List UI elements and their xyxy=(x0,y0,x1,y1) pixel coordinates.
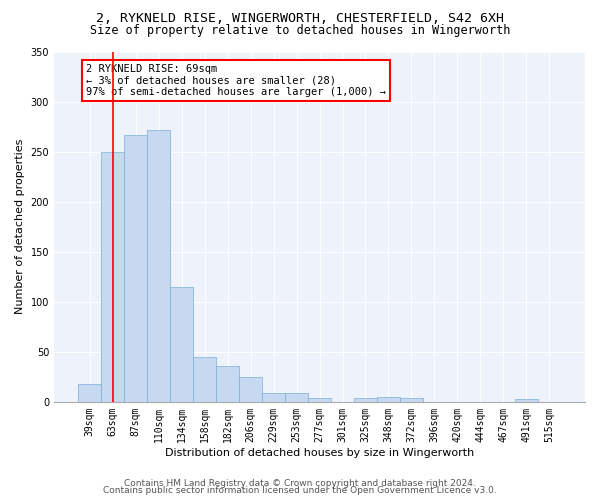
Y-axis label: Number of detached properties: Number of detached properties xyxy=(15,139,25,314)
Bar xyxy=(308,398,331,402)
Bar xyxy=(377,397,400,402)
Bar xyxy=(170,286,193,402)
Bar xyxy=(400,398,423,402)
Bar xyxy=(216,366,239,402)
Bar xyxy=(101,152,124,402)
Text: Contains public sector information licensed under the Open Government Licence v3: Contains public sector information licen… xyxy=(103,486,497,495)
Bar xyxy=(124,134,147,402)
X-axis label: Distribution of detached houses by size in Wingerworth: Distribution of detached houses by size … xyxy=(165,448,474,458)
Bar xyxy=(193,357,216,402)
Bar xyxy=(262,393,285,402)
Text: 2, RYKNELD RISE, WINGERWORTH, CHESTERFIELD, S42 6XH: 2, RYKNELD RISE, WINGERWORTH, CHESTERFIE… xyxy=(96,12,504,26)
Bar xyxy=(354,398,377,402)
Bar xyxy=(147,130,170,402)
Bar xyxy=(285,393,308,402)
Bar xyxy=(78,384,101,402)
Text: Size of property relative to detached houses in Wingerworth: Size of property relative to detached ho… xyxy=(90,24,510,37)
Bar xyxy=(515,399,538,402)
Text: 2 RYKNELD RISE: 69sqm
← 3% of detached houses are smaller (28)
97% of semi-detac: 2 RYKNELD RISE: 69sqm ← 3% of detached h… xyxy=(86,64,386,97)
Text: Contains HM Land Registry data © Crown copyright and database right 2024.: Contains HM Land Registry data © Crown c… xyxy=(124,478,476,488)
Bar xyxy=(239,377,262,402)
